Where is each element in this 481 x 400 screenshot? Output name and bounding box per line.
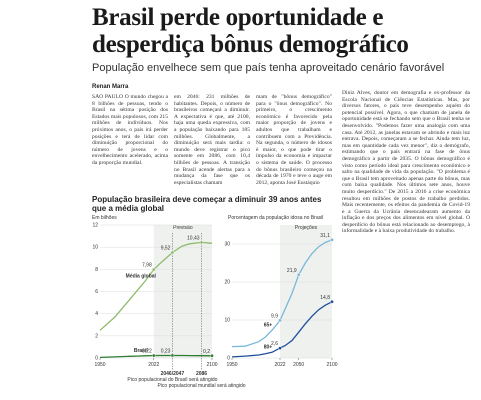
- forecast-label: Previsão: [173, 225, 193, 231]
- value-label: 21,9: [287, 268, 297, 274]
- point: [199, 240, 204, 245]
- x-tick-label: 2100: [206, 362, 217, 368]
- y-tick-label: 10: [92, 245, 98, 251]
- value-label: 9,9: [271, 313, 278, 319]
- y-tick-label: 20: [224, 280, 230, 286]
- y-tick-label: 10: [224, 318, 230, 324]
- peak-label: 2046/2047: [161, 371, 185, 377]
- y-tick-label: 0: [95, 356, 98, 362]
- x-tick-label: 2022: [274, 362, 285, 368]
- forecast-label: Projeções: [295, 225, 318, 231]
- x-tick-label: 2100: [326, 362, 337, 368]
- x-tick-label: 1950: [226, 362, 237, 368]
- value-label: 10,43: [187, 235, 200, 241]
- y-tick-label: 30: [224, 242, 230, 248]
- y-axis-label: Em bilhões: [92, 215, 117, 221]
- point: [296, 272, 301, 277]
- series-line: [99, 354, 213, 359]
- y-tick-label: 4: [95, 311, 98, 317]
- value-label: 14,8: [320, 295, 330, 301]
- headline: Brasil perde oportunidade e desperdiça b…: [92, 4, 409, 58]
- value-label: 0,23: [161, 348, 171, 354]
- series-label: 65+: [264, 322, 273, 328]
- point: [330, 299, 334, 304]
- value-label: 9,52: [161, 245, 171, 251]
- value-label: 31,1: [320, 233, 330, 239]
- y-tick-label: 12: [92, 223, 98, 229]
- y-tick-label: 8: [95, 267, 98, 273]
- column: Diniz Alves, doutor em demografia e ex-p…: [342, 90, 470, 235]
- series-label: Brasil: [134, 348, 149, 354]
- x-tick-label: 2050: [293, 362, 304, 368]
- peak-text: Pico populacional mundial será atingido: [157, 383, 245, 389]
- point: [278, 318, 282, 323]
- y-tick-label: 0: [227, 356, 230, 362]
- point: [151, 267, 156, 272]
- series-label: 80+: [264, 344, 273, 350]
- point: [330, 238, 334, 242]
- point: [278, 346, 282, 350]
- series-line: [231, 301, 333, 358]
- point: [170, 353, 175, 358]
- point: [210, 353, 214, 358]
- series-line: [99, 241, 213, 331]
- peak-label: 2086: [196, 371, 207, 377]
- point: [151, 353, 156, 358]
- graphic-title: População brasileira deve começar a dimi…: [92, 195, 322, 213]
- x-tick-label: 1950: [94, 362, 105, 368]
- series-line: [231, 239, 333, 348]
- point: [170, 250, 175, 255]
- forecast-area: [280, 225, 332, 358]
- column: em 2046: 231 milhões de habitantes. Depo…: [174, 94, 250, 186]
- value-label: 2,6: [271, 341, 278, 347]
- chart-title: Porcentagem da população idosa no Brasil: [228, 215, 323, 221]
- series-label: Média global: [126, 274, 157, 280]
- y-tick-label: 2: [95, 333, 98, 339]
- value-label: 0,22: [142, 349, 152, 355]
- x-tick-label: 2022: [148, 362, 159, 368]
- value-label: 7,98: [142, 263, 152, 269]
- column: SÃO PAULO O mundo chegou a 8 bilhões de …: [92, 94, 168, 166]
- column: mam de "bônus demográfico" para o "ônus …: [256, 94, 332, 186]
- subtitle: População envelhece sem que país tenha a…: [92, 62, 445, 74]
- byline: Renan Marra: [92, 84, 129, 90]
- value-label: 0,2: [203, 349, 210, 355]
- y-tick-label: 6: [95, 289, 98, 295]
- peak-text: Pico populacional do Brasil será atingid…: [127, 377, 217, 383]
